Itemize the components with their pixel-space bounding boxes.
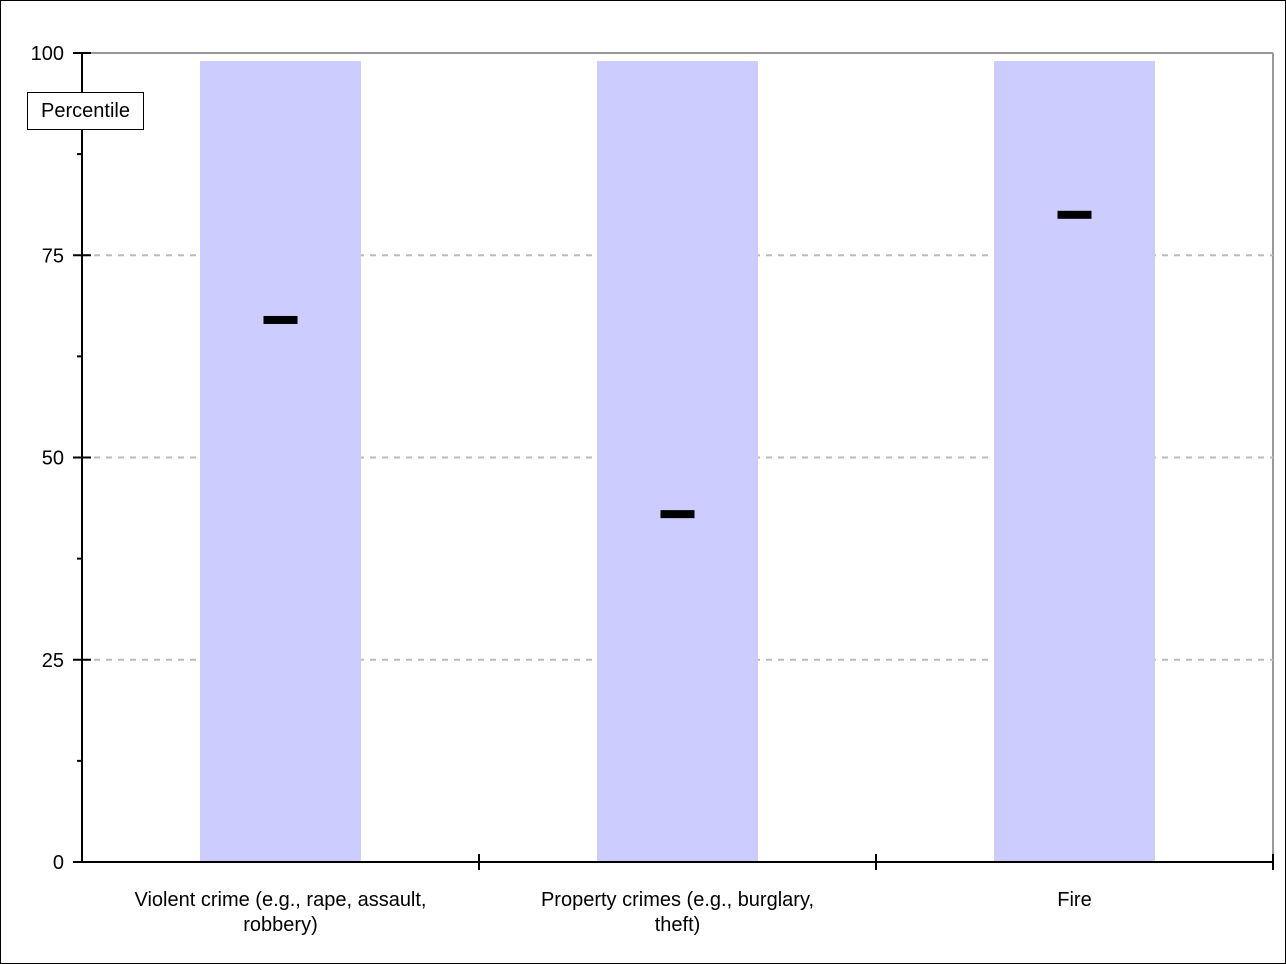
- x-category-label: theft): [655, 914, 701, 936]
- marker: [660, 510, 695, 519]
- y-axis-label: Percentile: [27, 92, 144, 130]
- y-tick-label: 50: [42, 448, 64, 470]
- bar: [994, 61, 1155, 862]
- x-category-label: Fire: [1057, 889, 1091, 911]
- x-category-label: robbery): [243, 914, 317, 936]
- x-category-label: Violent crime (e.g., rape, assault,: [135, 889, 427, 911]
- y-tick-label: 100: [31, 43, 64, 65]
- y-tick-label: 0: [53, 852, 64, 874]
- x-category-label: Property crimes (e.g., burglary,: [541, 889, 814, 911]
- bar: [200, 61, 361, 862]
- y-tick-label: 75: [42, 245, 64, 267]
- bar: [597, 61, 758, 862]
- marker: [1057, 210, 1092, 219]
- y-tick-label: 25: [42, 650, 64, 672]
- marker: [263, 315, 298, 324]
